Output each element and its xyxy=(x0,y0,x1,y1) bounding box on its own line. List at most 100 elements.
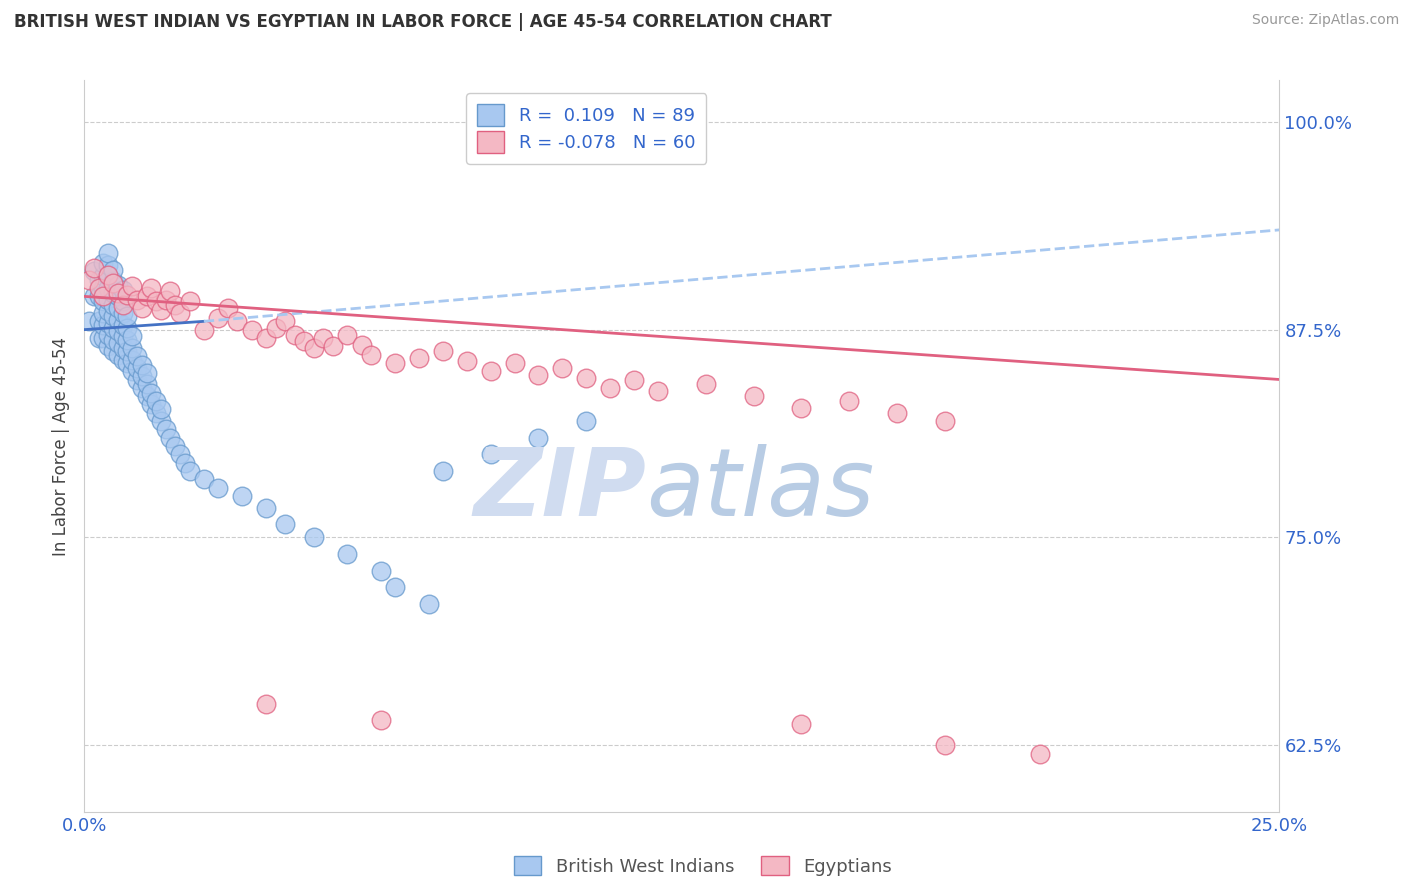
Point xyxy=(350,337,373,351)
Point xyxy=(647,384,669,398)
Point xyxy=(107,335,129,350)
Point xyxy=(479,364,502,378)
Point xyxy=(790,401,813,415)
Point xyxy=(93,269,115,284)
Point xyxy=(312,331,335,345)
Point xyxy=(125,293,148,307)
Point xyxy=(527,431,550,445)
Point xyxy=(254,500,277,515)
Point xyxy=(135,389,157,403)
Point xyxy=(155,422,177,436)
Point xyxy=(101,333,124,347)
Point xyxy=(97,339,120,353)
Point xyxy=(207,481,229,495)
Point xyxy=(101,298,124,312)
Point xyxy=(207,310,229,325)
Point xyxy=(370,564,392,578)
Point xyxy=(432,344,454,359)
Point xyxy=(111,341,134,355)
Point xyxy=(83,261,105,276)
Point xyxy=(93,318,115,332)
Point xyxy=(149,414,172,428)
Point xyxy=(97,316,120,330)
Point xyxy=(101,321,124,335)
Point xyxy=(408,351,430,365)
Point xyxy=(165,439,187,453)
Point xyxy=(87,314,110,328)
Point xyxy=(302,341,325,355)
Point xyxy=(111,283,134,297)
Point xyxy=(479,447,502,461)
Point xyxy=(322,339,344,353)
Point xyxy=(117,333,139,347)
Point xyxy=(117,344,139,359)
Text: ZIP: ZIP xyxy=(474,444,645,536)
Point xyxy=(274,314,297,328)
Point xyxy=(101,274,124,288)
Point xyxy=(169,447,191,461)
Legend: R =  0.109   N = 89, R = -0.078   N = 60: R = 0.109 N = 89, R = -0.078 N = 60 xyxy=(467,93,706,164)
Point xyxy=(159,285,181,299)
Point xyxy=(125,349,148,363)
Point xyxy=(107,289,129,303)
Point xyxy=(179,294,201,309)
Point xyxy=(131,301,153,315)
Point xyxy=(93,306,115,320)
Point xyxy=(254,331,277,345)
Point xyxy=(121,329,143,343)
Point xyxy=(111,352,134,367)
Point xyxy=(87,273,110,287)
Point xyxy=(1029,747,1052,761)
Point xyxy=(336,327,359,342)
Point xyxy=(131,381,153,395)
Point xyxy=(302,530,325,544)
Point xyxy=(93,331,115,345)
Point xyxy=(97,269,120,284)
Point xyxy=(503,356,526,370)
Point xyxy=(141,281,163,295)
Point xyxy=(149,402,172,417)
Point xyxy=(135,289,157,303)
Point xyxy=(97,327,120,342)
Point xyxy=(575,371,598,385)
Point xyxy=(87,331,110,345)
Point xyxy=(141,397,163,411)
Point xyxy=(97,281,120,295)
Point xyxy=(432,464,454,478)
Point xyxy=(169,306,191,320)
Point xyxy=(107,312,129,326)
Point xyxy=(336,547,359,561)
Point xyxy=(370,713,392,727)
Point xyxy=(93,294,115,309)
Point xyxy=(97,304,120,318)
Point xyxy=(575,414,598,428)
Point xyxy=(193,323,215,337)
Point xyxy=(934,414,956,428)
Point xyxy=(117,310,139,324)
Point xyxy=(101,344,124,359)
Point xyxy=(131,358,153,372)
Point xyxy=(456,354,478,368)
Point xyxy=(135,377,157,392)
Point xyxy=(527,368,550,382)
Y-axis label: In Labor Force | Age 45-54: In Labor Force | Age 45-54 xyxy=(52,336,70,556)
Point xyxy=(274,517,297,532)
Point xyxy=(107,301,129,315)
Point xyxy=(101,310,124,324)
Point xyxy=(117,356,139,370)
Point xyxy=(254,697,277,711)
Point xyxy=(111,329,134,343)
Point xyxy=(226,314,249,328)
Point xyxy=(107,347,129,361)
Point xyxy=(93,256,115,270)
Point xyxy=(155,293,177,307)
Point xyxy=(121,364,143,378)
Point xyxy=(101,276,124,290)
Point xyxy=(418,597,440,611)
Point xyxy=(742,389,765,403)
Point xyxy=(107,324,129,338)
Point xyxy=(790,716,813,731)
Point xyxy=(101,262,124,277)
Point xyxy=(149,302,172,317)
Point xyxy=(77,273,100,287)
